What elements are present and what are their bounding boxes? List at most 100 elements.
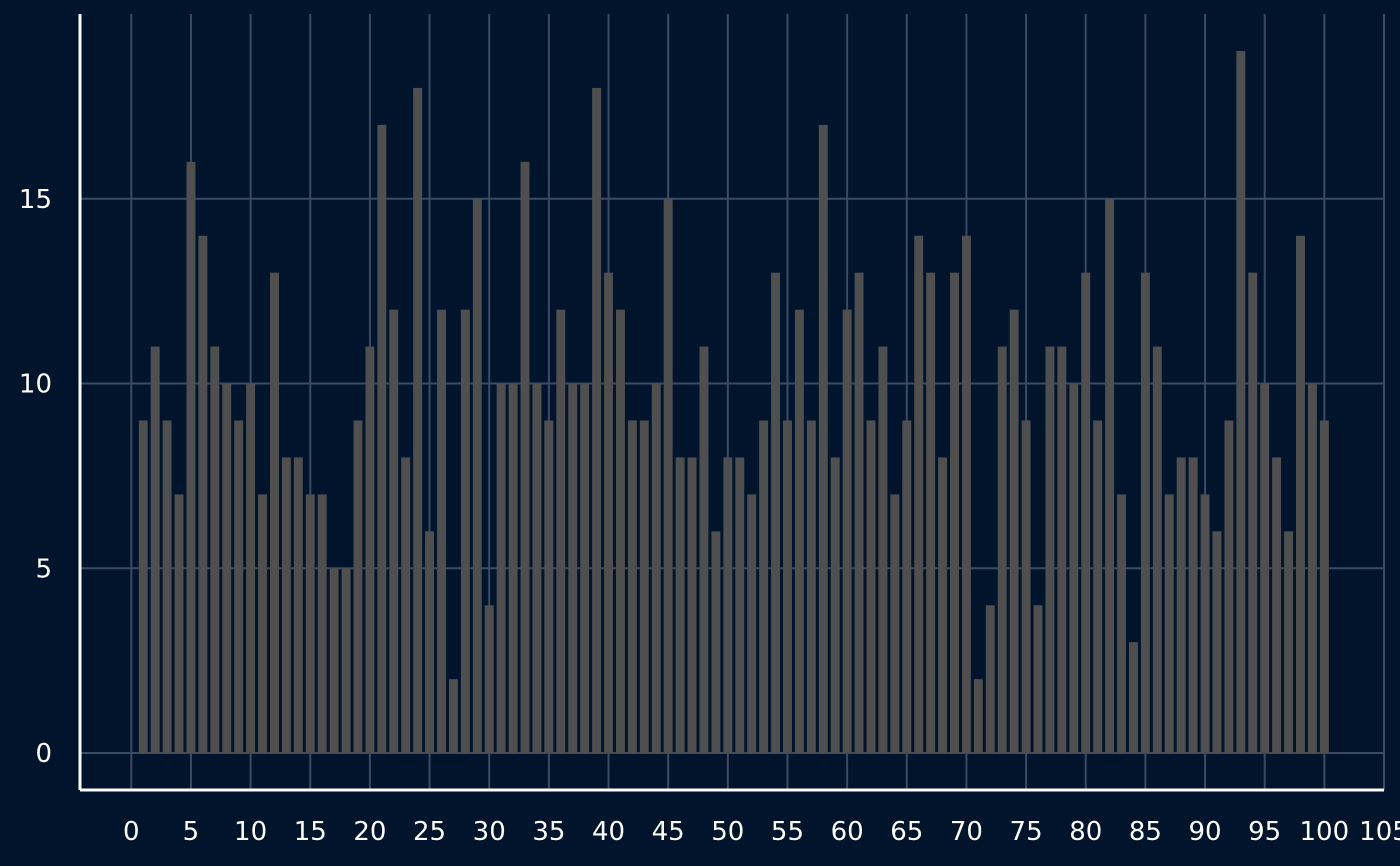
- bar-55: [783, 420, 792, 754]
- bar-72: [985, 605, 995, 754]
- bar-95: [1260, 383, 1270, 754]
- bar-54: [771, 272, 781, 754]
- bar-47: [687, 457, 697, 754]
- y-axis-ticks: 0 5 10 15: [19, 185, 52, 769]
- x-tick-label: 55: [771, 817, 804, 847]
- bar-86: [1152, 346, 1162, 754]
- bar-13: [281, 457, 291, 754]
- bar-22: [389, 309, 399, 754]
- bar-37: [568, 383, 578, 754]
- x-tick-label: 25: [413, 817, 446, 847]
- bar-40: [604, 272, 613, 754]
- bar-96: [1272, 457, 1282, 754]
- bar-28: [460, 309, 470, 754]
- bar-34: [532, 383, 542, 754]
- y-tick-label: 15: [19, 185, 52, 215]
- bar-20: [365, 346, 375, 754]
- bar-84: [1128, 642, 1138, 754]
- bar-57: [806, 420, 816, 754]
- bar-38: [580, 383, 590, 754]
- bar-90: [1200, 494, 1210, 754]
- y-tick-label: 0: [35, 739, 52, 769]
- bar-5: [186, 161, 196, 754]
- bar-59: [830, 457, 840, 754]
- bar-31: [496, 383, 506, 754]
- bar-81: [1093, 420, 1103, 754]
- bar-15: [305, 494, 315, 754]
- bar-2: [150, 346, 160, 754]
- x-tick-label: 90: [1188, 817, 1221, 847]
- x-tick-label: 45: [652, 817, 685, 847]
- bar-10: [246, 383, 256, 754]
- bar-93: [1236, 50, 1246, 754]
- bar-62: [866, 420, 876, 754]
- bar-50: [723, 457, 733, 754]
- bar-77: [1045, 346, 1055, 754]
- bar-56: [794, 309, 804, 754]
- bar-51: [735, 457, 745, 754]
- bar-1: [138, 420, 148, 754]
- x-tick-label: 65: [890, 817, 923, 847]
- x-axis-ticks: 0 5 10 15 20 25 30 35 40 45 50 55 60 65 70 75 80 85 90 95 10…: [123, 817, 1400, 847]
- bar-97: [1284, 531, 1294, 754]
- bar-19: [353, 420, 363, 754]
- bar-74: [1009, 309, 1019, 754]
- x-tick-label: 35: [532, 817, 565, 847]
- bar-100: [1319, 420, 1329, 754]
- x-tick-label: 60: [831, 817, 864, 847]
- x-tick-label: 80: [1069, 817, 1102, 847]
- bar-49: [711, 531, 721, 754]
- bar-98: [1296, 235, 1305, 754]
- bar-3: [162, 420, 172, 754]
- bar-75: [1021, 420, 1031, 754]
- bar-46: [675, 457, 685, 754]
- bar-33: [520, 161, 530, 754]
- x-tick-label: 5: [183, 817, 200, 847]
- bar-36: [556, 309, 566, 754]
- bar-83: [1117, 494, 1127, 754]
- bar-42: [627, 420, 637, 754]
- bar-87: [1164, 494, 1174, 754]
- x-tick-label: 95: [1248, 817, 1281, 847]
- x-tick-label: 30: [473, 817, 506, 847]
- bar-73: [997, 346, 1007, 754]
- x-tick-label: 100: [1300, 817, 1350, 847]
- bar-94: [1248, 272, 1258, 754]
- bar-44: [651, 383, 661, 754]
- x-tick-label: 0: [123, 817, 140, 847]
- bar-92: [1224, 420, 1234, 754]
- bar-9: [234, 420, 244, 754]
- bar-58: [818, 124, 828, 754]
- bar-27: [448, 679, 458, 754]
- bar-63: [878, 346, 888, 754]
- x-tick-label: 10: [234, 817, 267, 847]
- x-tick-label: 40: [592, 817, 625, 847]
- bar-23: [401, 457, 411, 754]
- bar-14: [293, 457, 303, 754]
- bar-85: [1140, 272, 1150, 754]
- x-tick-label: 20: [353, 817, 386, 847]
- bar-68: [938, 457, 948, 754]
- bar-48: [699, 346, 709, 754]
- y-tick-label: 5: [35, 554, 52, 584]
- bar-41: [615, 309, 625, 754]
- bar-30: [484, 605, 494, 754]
- bar-series: [138, 50, 1329, 754]
- bar-79: [1069, 383, 1079, 754]
- bar-69: [950, 272, 959, 754]
- bar-21: [377, 124, 387, 754]
- bar-60: [842, 309, 852, 754]
- bar-29: [472, 198, 482, 754]
- x-tick-label: 50: [711, 817, 744, 847]
- bar-88: [1176, 457, 1186, 754]
- bar-80: [1081, 272, 1091, 754]
- bar-25: [425, 531, 435, 754]
- bar-99: [1307, 383, 1317, 754]
- bar-91: [1212, 531, 1222, 754]
- bar-43: [639, 420, 649, 754]
- bar-35: [544, 420, 554, 754]
- bar-64: [890, 494, 900, 754]
- bar-26: [437, 309, 446, 754]
- x-tick-label: 105: [1359, 817, 1400, 847]
- bar-17: [329, 568, 339, 754]
